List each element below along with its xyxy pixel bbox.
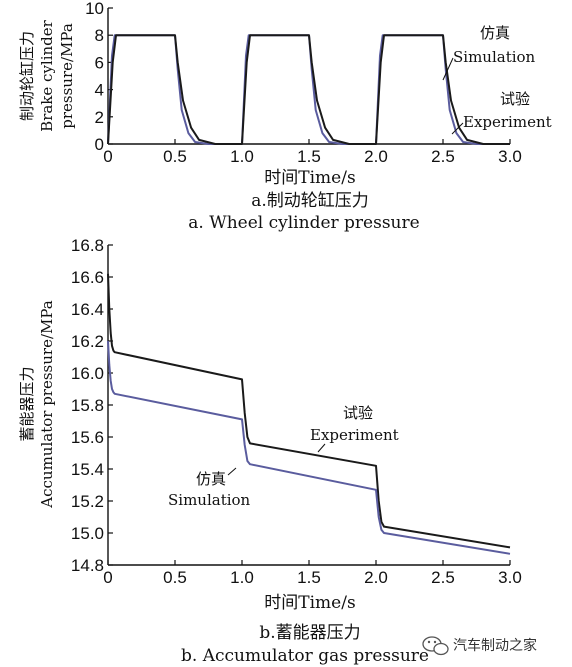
chart-b-x-tick-label: 2.5 xyxy=(431,568,455,587)
chart-b-sim-label-cn: 仿真 xyxy=(196,470,226,488)
chart-a-y-tick-label: 0 xyxy=(95,135,104,154)
chart-b-ylabel-en: Accumulator pressure/MPa xyxy=(38,300,56,509)
chart-a-ylabel-en1: Brake cylinder xyxy=(38,19,56,131)
chart-a-series xyxy=(107,34,510,145)
wechat-icon xyxy=(422,636,449,656)
chart-b-y-ticks: 14.8 15.0 15.2 15.4 15.6 15.8 16.0 16.2 16.4 16.6… xyxy=(71,236,113,575)
watermark-text: 汽车制动之家 xyxy=(453,637,537,654)
chart-a-sim-label-cn: 仿真 xyxy=(480,24,510,42)
chart-b-x-tick-label: 1.0 xyxy=(230,568,254,587)
chart-a-x-tick-label: 2.5 xyxy=(431,147,455,166)
chart-b-x-tick-label: 3.0 xyxy=(498,568,522,587)
chart-b-exp-label-cn: 试验 xyxy=(343,404,373,422)
chart-a-x-tick-label: 1.5 xyxy=(297,147,321,166)
chart-b-ylabel-cn: 蓄能器压力 xyxy=(18,366,36,441)
chart-b-y-tick-label: 15.0 xyxy=(71,524,104,543)
chart-b-series xyxy=(107,273,511,555)
chart-b-line-experiment xyxy=(107,273,511,549)
chart-b-x-tick-label: 0 xyxy=(103,568,112,587)
chart-b-x-tick-label: 1.5 xyxy=(297,568,321,587)
chart-a-y-tick-label: 6 xyxy=(95,53,104,72)
chart-b-y-tick-label: 16.2 xyxy=(71,332,104,351)
chart-a-sim-label-en: Simulation xyxy=(453,48,536,66)
chart-a-title: a.制动轮缸压力 xyxy=(251,190,369,211)
chart-b-y-tick-label: 15.4 xyxy=(71,460,104,479)
chart-a-exp-label-en: Experiment xyxy=(463,113,552,131)
chart-a-subtitle: a. Wheel cylinder pressure xyxy=(188,213,419,233)
chart-b-x-tick-label: 2.0 xyxy=(364,568,388,587)
chart-b-xlabel: 时间Time/s xyxy=(264,593,355,613)
chart-a-ylabel-en2: pressure/MPa xyxy=(58,23,76,129)
chart-a-x-tick-label: 3.0 xyxy=(498,147,522,166)
chart-b-y-tick-label: 15.2 xyxy=(71,492,104,511)
chart-a-x-tick-label: 0.5 xyxy=(163,147,187,166)
chart-a-y-tick-label: 8 xyxy=(95,26,104,45)
chart-b-sim-label-en: Simulation xyxy=(168,491,251,509)
chart-b-y-tick-label: 15.8 xyxy=(71,396,104,415)
chart-b-y-tick-label: 16.6 xyxy=(71,268,104,287)
chart-a-x-tick-label: 1.0 xyxy=(230,147,254,166)
chart-a-x-tick-label: 2.0 xyxy=(364,147,388,166)
chart-b-y-tick-label: 16.0 xyxy=(71,364,104,383)
chart-a-sim-pointer xyxy=(442,57,454,81)
watermark: 汽车制动之家 xyxy=(422,636,537,656)
chart-a-exp-pointer xyxy=(451,122,464,135)
chart-b-exp-pointer xyxy=(317,443,326,453)
chart-b-subtitle: b. Accumulator gas pressure xyxy=(181,646,429,666)
chart-b: 0 0.5 1.0 1.5 2.0 2.5 3.0 14.8 15.0 15.2 15.4 15.6… xyxy=(18,236,522,666)
chart-b-title: b.蓄能器压力 xyxy=(259,623,360,643)
chart-a-x-tick-label: 0 xyxy=(103,147,112,166)
chart-b-x-tick-label: 0.5 xyxy=(163,568,187,587)
chart-a-line-simulation xyxy=(107,34,510,145)
chart-a-y-tick-label: 2 xyxy=(95,108,104,127)
chart-b-line-simulation xyxy=(107,340,511,555)
chart-a: 0 0.5 1.0 1.5 2.0 2.5 3.0 0 2 4 6 8 10 制动轮缸压力 Brake… xyxy=(18,0,552,233)
chart-b-y-tick-label: 14.8 xyxy=(71,556,104,575)
chart-a-ylabel-cn: 制动轮缸压力 xyxy=(18,31,36,121)
chart-b-y-tick-label: 16.8 xyxy=(71,236,104,255)
chart-b-y-tick-label: 15.6 xyxy=(71,428,104,447)
chart-a-y-tick-label: 10 xyxy=(85,0,104,18)
chart-a-exp-label-cn: 试验 xyxy=(500,90,530,108)
chart-a-x-ticks: 0 0.5 1.0 1.5 2.0 2.5 3.0 xyxy=(103,139,522,166)
chart-a-xlabel: 时间Time/s xyxy=(264,168,355,188)
chart-b-sim-pointer xyxy=(227,467,237,476)
chart-b-x-ticks: 0 0.5 1.0 1.5 2.0 2.5 3.0 xyxy=(103,560,522,587)
chart-b-exp-label-en: Experiment xyxy=(310,426,399,444)
chart-a-y-tick-label: 4 xyxy=(95,81,104,100)
chart-a-line-experiment xyxy=(107,34,510,145)
chart-b-y-tick-label: 16.4 xyxy=(71,300,104,319)
